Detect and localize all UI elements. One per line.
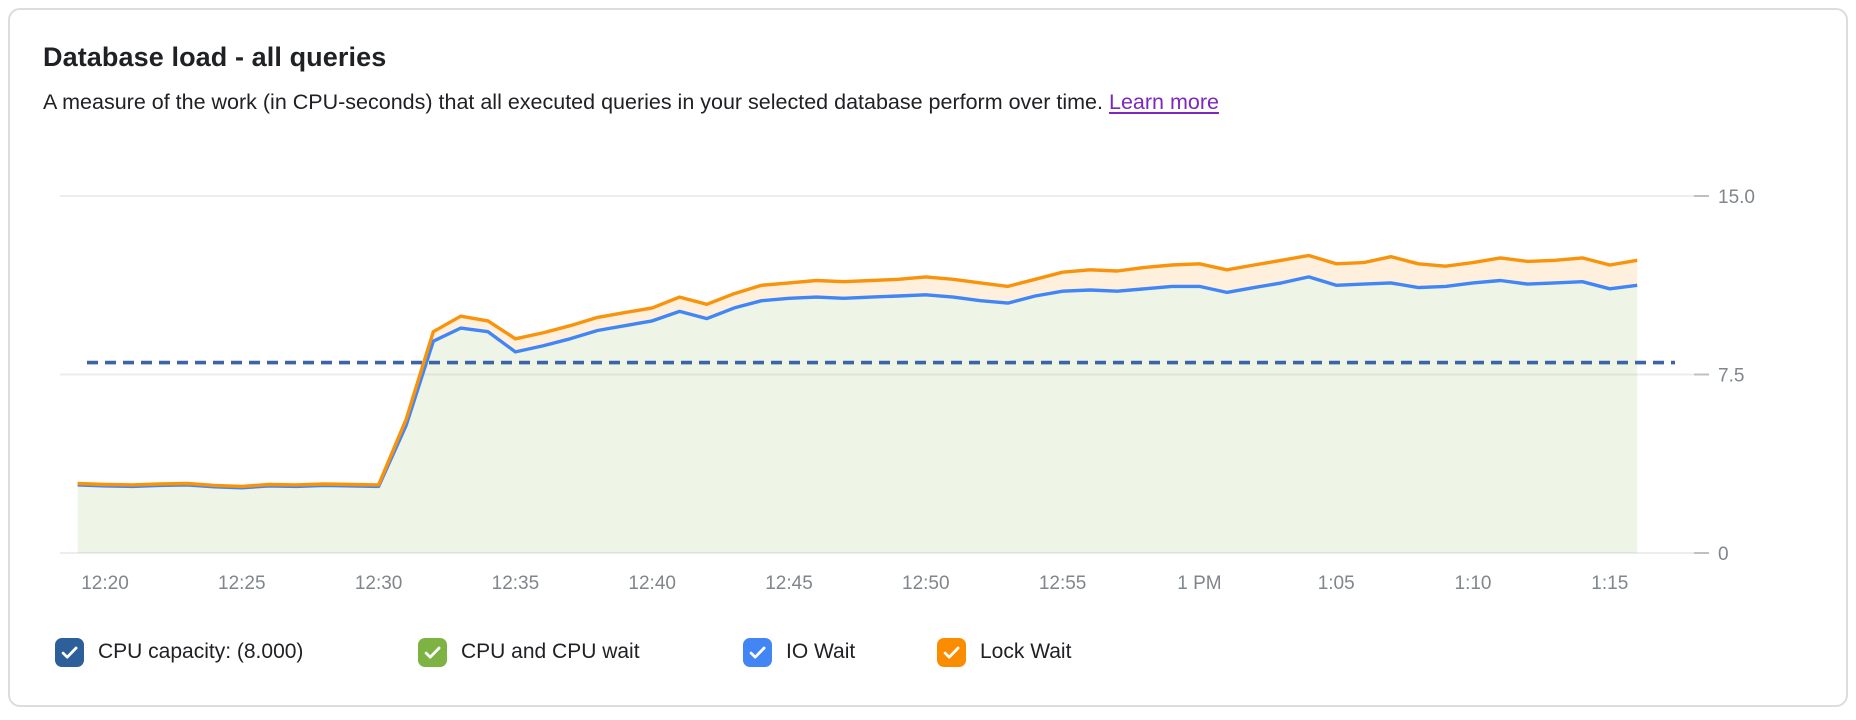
x-tick-label: 12:40	[628, 573, 676, 594]
legend-label-lock-wait: Lock Wait	[980, 640, 1072, 663]
y-tick-label: 15.0	[1718, 187, 1755, 208]
lock-wait-area	[77, 255, 1638, 488]
checkmark-icon	[424, 646, 441, 659]
x-tick-label: 1:10	[1455, 573, 1492, 594]
y-tick-label: 0	[1718, 544, 1729, 565]
legend-item-cpu-and-cpu-wait[interactable]: CPU and CPU wait	[418, 637, 640, 667]
x-tick-label: 12:30	[355, 573, 403, 594]
learn-more-link[interactable]: Learn more	[1108, 90, 1219, 114]
legend-item-cpu-capacity-8-000[interactable]: CPU capacity: (8.000)	[55, 637, 303, 667]
checkmark-icon	[943, 646, 960, 659]
x-tick-label: 12:25	[218, 573, 266, 594]
x-tick-label: 12:45	[765, 573, 813, 594]
x-tick-label: 1:05	[1318, 573, 1355, 594]
checkbox-cpu-capacity-8-000[interactable]	[55, 637, 84, 667]
checkbox-cpu-and-cpu-wait[interactable]	[418, 637, 447, 667]
checkbox-lock-wait[interactable]	[937, 637, 966, 667]
x-tick-label: 1:15	[1591, 573, 1628, 594]
legend: CPU capacity: (8.000) CPU and CPU wait IO …	[0, 637, 1856, 671]
x-tick-label: 12:20	[81, 573, 129, 594]
x-tick-label: 12:50	[902, 573, 950, 594]
x-tick-label: 12:55	[1039, 573, 1087, 594]
checkmark-icon	[749, 646, 766, 659]
legend-item-io-wait[interactable]: IO Wait	[743, 637, 855, 667]
legend-label-io-wait: IO Wait	[786, 640, 856, 663]
x-tick-label: 12:35	[492, 573, 540, 594]
y-tick-label: 7.5	[1718, 366, 1744, 387]
cpu-wait-area	[77, 276, 1638, 553]
load-chart[interactable]: 15.0 7.5 0 12:20 12:25 12:30 12:35 12:40 12:45 12…	[0, 0, 1856, 620]
database-load-card	[8, 8, 1848, 707]
chart-description: A measure of the work (in CPU-seconds) t…	[43, 90, 1219, 115]
checkbox-io-wait[interactable]	[743, 637, 772, 667]
lock-wait-line	[77, 253, 1638, 489]
x-tick-label: 1 PM	[1177, 573, 1221, 594]
legend-label-cpu-capacity-8-000: CPU capacity: (8.000)	[98, 640, 304, 663]
page-title: Database load - all queries	[43, 42, 387, 72]
description-text: A measure of the work (in CPU-seconds) t…	[43, 90, 1103, 114]
checkmark-icon	[61, 646, 78, 659]
legend-label-cpu-and-cpu-wait: CPU and CPU wait	[461, 640, 640, 663]
legend-item-lock-wait[interactable]: Lock Wait	[937, 637, 1071, 667]
